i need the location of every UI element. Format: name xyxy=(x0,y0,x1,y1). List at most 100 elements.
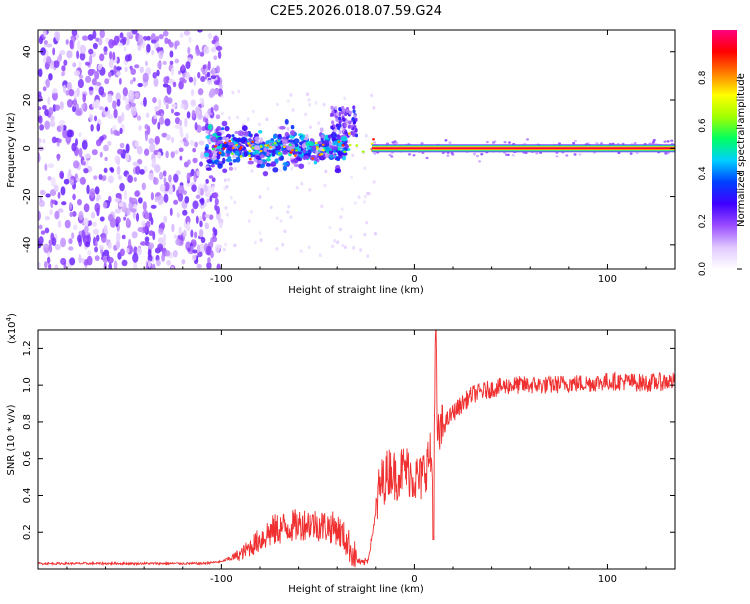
faint-blob xyxy=(314,101,318,105)
noise-blob xyxy=(66,50,73,59)
noise-blob xyxy=(99,151,103,158)
noise-blob xyxy=(115,216,121,224)
noise-blob xyxy=(84,153,91,159)
noise-blob xyxy=(132,140,136,147)
transition-blob xyxy=(276,141,283,145)
noise-blob xyxy=(142,72,149,83)
carrier-halo xyxy=(666,140,670,143)
noise-blob xyxy=(51,136,57,144)
noise-blob xyxy=(61,201,67,206)
noise-blob xyxy=(153,77,159,88)
noise-blob xyxy=(92,221,97,227)
transition-blob xyxy=(312,145,317,151)
noise-blob xyxy=(136,115,142,121)
noise-blob xyxy=(86,255,93,266)
noise-blob xyxy=(210,250,214,259)
noise-blob xyxy=(159,171,164,180)
noise-blob xyxy=(119,32,124,39)
noise-blob xyxy=(204,213,211,219)
faint-blob xyxy=(224,206,228,210)
hot-spot xyxy=(277,152,281,155)
noise-blob xyxy=(88,220,93,226)
noise-blob xyxy=(54,243,61,251)
noise-blob xyxy=(173,234,178,239)
noise-blob xyxy=(203,45,210,55)
noise-blob xyxy=(139,66,145,74)
noise-blob xyxy=(164,37,169,45)
hot-spot xyxy=(361,150,365,153)
transition-blob xyxy=(247,160,254,165)
noise-blob xyxy=(73,98,77,108)
hot-spot xyxy=(247,142,250,145)
faint-blob xyxy=(265,117,269,122)
faint-blob xyxy=(367,191,371,196)
noise-blob xyxy=(39,195,43,203)
noise-blob xyxy=(82,161,86,166)
faint-blob xyxy=(365,220,369,225)
faint-blob xyxy=(300,181,304,186)
faint-blob xyxy=(372,180,376,184)
noise-blob xyxy=(172,249,178,258)
noise-blob xyxy=(163,181,170,192)
hot-spot xyxy=(222,147,226,150)
noise-blob xyxy=(171,223,175,233)
noise-blob xyxy=(151,97,157,103)
snr-line xyxy=(38,330,675,568)
noise-blob xyxy=(101,175,107,181)
noise-blob xyxy=(47,263,52,269)
bump-blob xyxy=(348,120,352,125)
noise-blob xyxy=(168,41,174,48)
noise-blob xyxy=(78,132,82,138)
colorbar-label: Normalized spectral amplitude xyxy=(736,73,747,227)
spectrogram-ytick-label: 0 xyxy=(22,145,33,151)
faint-blob xyxy=(350,175,354,180)
noise-blob xyxy=(71,232,75,239)
noise-blob xyxy=(174,150,179,155)
carrier-halo xyxy=(505,153,509,156)
hot-spot xyxy=(248,157,252,161)
noise-blob xyxy=(135,165,141,175)
noise-blob xyxy=(47,96,51,105)
noise-blob xyxy=(195,215,199,224)
noise-blob xyxy=(151,49,155,56)
noise-blob xyxy=(99,53,105,62)
noise-blob xyxy=(103,167,108,174)
faint-blob xyxy=(275,216,279,221)
noise-blob xyxy=(196,263,202,269)
snr-background xyxy=(38,330,675,569)
noise-blob xyxy=(125,104,131,111)
noise-blob xyxy=(59,170,65,179)
faint-blob xyxy=(259,238,263,242)
hot-spot xyxy=(269,146,272,149)
faint-blob xyxy=(307,98,311,102)
noise-blob xyxy=(126,31,133,38)
noise-blob xyxy=(184,117,188,128)
snr-ytick-label: 1.2 xyxy=(22,340,33,356)
noise-blob xyxy=(140,241,147,246)
noise-blob xyxy=(164,250,171,257)
noise-blob xyxy=(112,51,116,61)
carrier-halo xyxy=(478,160,482,163)
faint-blob xyxy=(317,121,321,125)
transition-blob xyxy=(344,144,349,150)
noise-blob xyxy=(163,193,169,203)
noise-blob xyxy=(56,153,60,162)
noise-blob xyxy=(213,104,219,112)
noise-blob xyxy=(157,243,164,252)
noise-blob xyxy=(115,232,121,242)
carrier-halo xyxy=(425,156,429,160)
transition-blob xyxy=(337,146,341,151)
noise-blob xyxy=(125,152,130,162)
noise-blob xyxy=(182,209,188,216)
noise-blob xyxy=(94,246,99,253)
noise-blob xyxy=(92,228,100,235)
noise-blob xyxy=(69,39,74,49)
carrier-halo xyxy=(666,151,670,155)
noise-blob xyxy=(133,246,138,255)
noise-blob xyxy=(130,208,137,213)
noise-blob xyxy=(60,124,64,133)
noise-blob xyxy=(121,259,128,267)
noise-blob xyxy=(41,105,47,110)
noise-blob xyxy=(143,97,147,107)
transition-blob xyxy=(222,168,228,174)
